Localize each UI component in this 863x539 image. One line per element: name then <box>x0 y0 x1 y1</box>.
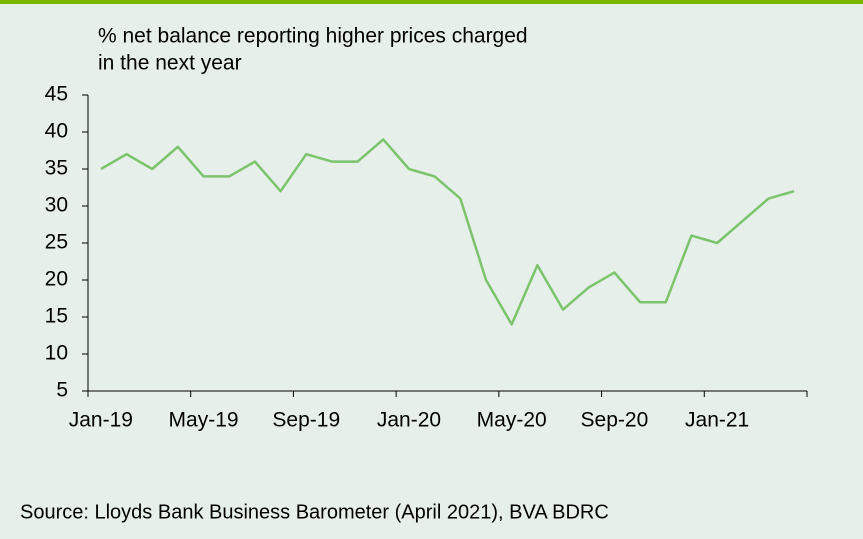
y-tick-label: 10 <box>45 342 68 365</box>
x-tick-label: Jan-21 <box>685 409 749 432</box>
y-tick-label: 30 <box>45 194 68 217</box>
top-rule <box>0 0 863 4</box>
source-note: Source: Lloyds Bank Business Barometer (… <box>20 501 609 523</box>
chart-title-line: in the next year <box>98 52 242 75</box>
data-line <box>100 138 795 326</box>
y-tick-label: 15 <box>45 305 68 328</box>
y-tick-label: 20 <box>45 268 68 291</box>
x-tick-label: Jan-19 <box>69 409 133 432</box>
y-tick-label: 40 <box>45 120 68 143</box>
x-tick-label: May-19 <box>169 409 239 432</box>
x-tick-label: Jan-20 <box>377 409 441 432</box>
chart-title-line: % net balance reporting higher prices ch… <box>98 25 528 48</box>
y-tick-label: 5 <box>56 379 68 402</box>
y-tick-label: 25 <box>45 231 68 254</box>
x-tick-label: Sep-20 <box>581 409 649 432</box>
y-tick-label: 45 <box>45 83 68 106</box>
y-tick-label: 35 <box>45 157 68 180</box>
x-tick-label: Sep-19 <box>272 409 340 432</box>
x-tick-label: May-20 <box>477 409 547 432</box>
